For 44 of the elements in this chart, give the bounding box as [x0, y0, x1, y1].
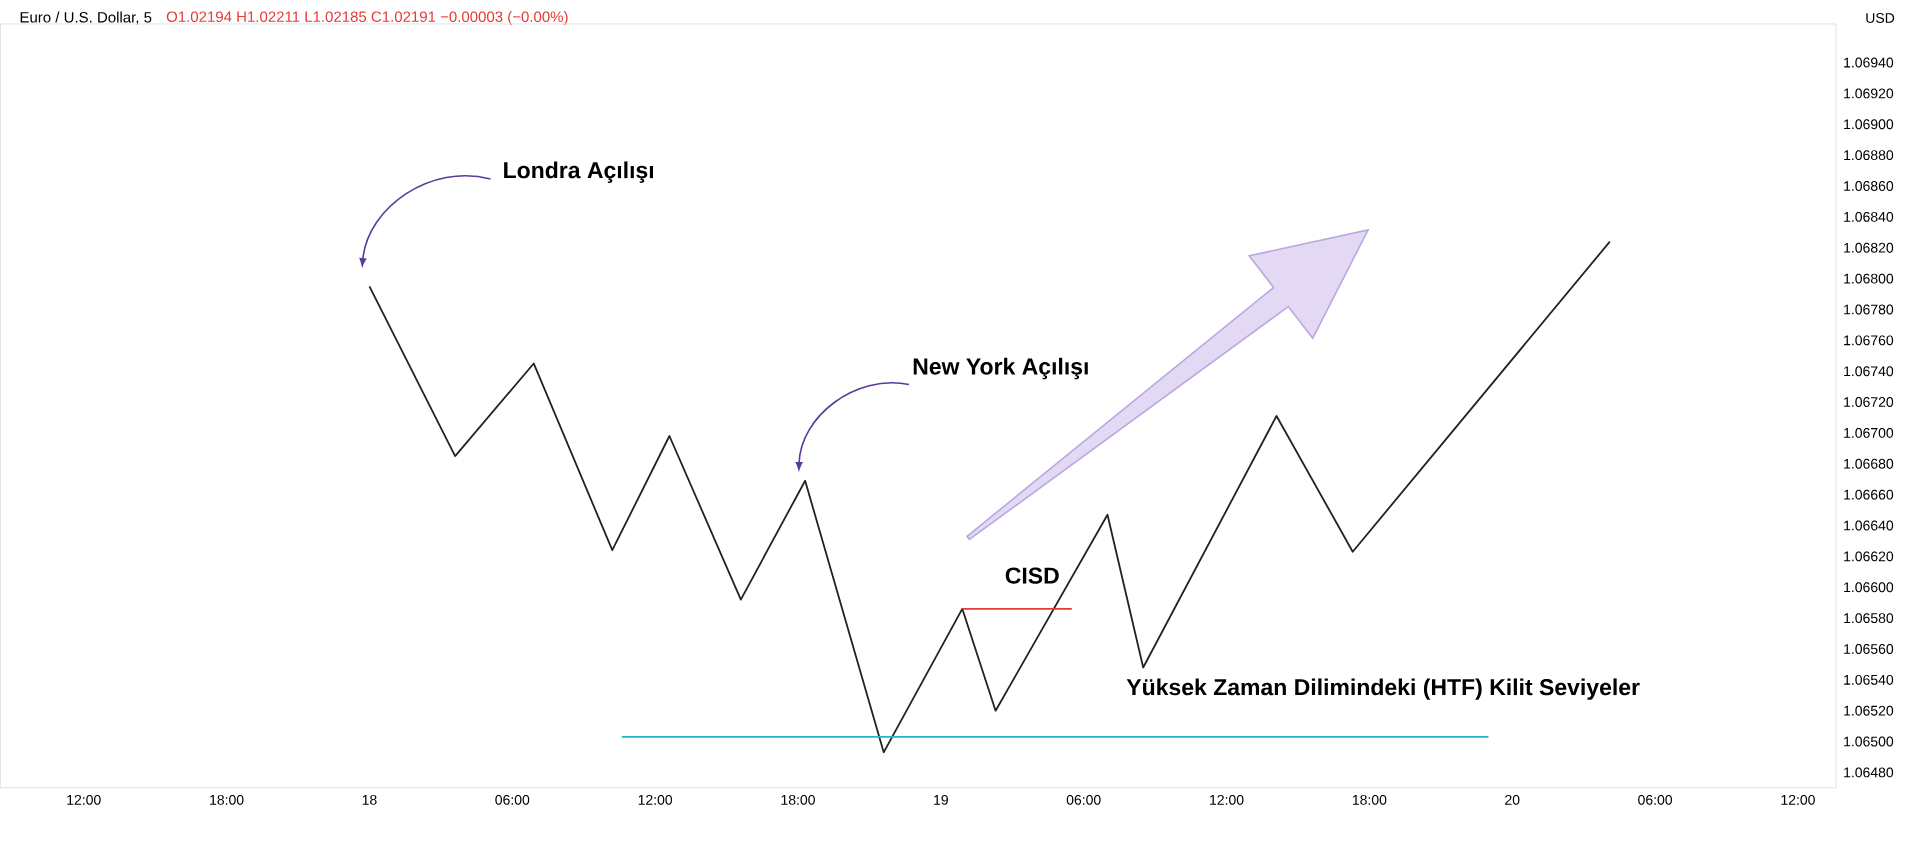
y-axis-title: USD	[1866, 13, 1895, 24]
y-tick-label: 1.06540	[1844, 674, 1894, 685]
annotation: Yüksek Zaman Dilimindeki (HTF) Kilit Seviyeler	[1126, 678, 1640, 700]
x-tick-label: 12:00	[638, 795, 673, 805]
y-tick-label: 1.06480	[1844, 767, 1894, 778]
x-tick-label: 19	[934, 795, 948, 805]
y-tick-label: 1.06820	[1844, 242, 1894, 253]
y-tick-label: 1.06780	[1844, 304, 1894, 315]
x-tick-label: 18:00	[1352, 795, 1387, 805]
y-tick-label: 1.06500	[1844, 736, 1894, 747]
y-tick-label: 1.06700	[1844, 428, 1894, 438]
y-tick-label: 1.06740	[1844, 366, 1894, 377]
x-tick-label: 12:00	[1781, 795, 1815, 805]
y-tick-label: 1.06600	[1844, 582, 1894, 593]
y-tick-label: 1.06760	[1844, 335, 1894, 346]
x-tick-label: 12:00	[1210, 795, 1244, 805]
chart-subtitle: O1.02194 H1.02211 L1.02185 C1.02191 −0.00003 (−0.00%)	[166, 11, 568, 26]
y-tick-label: 1.06560	[1844, 644, 1894, 654]
y-tick-label: 1.06520	[1844, 705, 1894, 716]
chart-title: Euro / U.S. Dollar, 5	[20, 11, 152, 25]
y-tick-label: 1.06880	[1844, 150, 1894, 161]
y-tick-label: 1.06580	[1844, 613, 1894, 624]
y-tick-label: 1.06620	[1844, 551, 1894, 562]
y-tick-label: 1.06720	[1844, 397, 1894, 408]
x-tick-label: 18:00	[781, 795, 815, 805]
x-tick-label: 06:00	[495, 795, 530, 805]
x-tick-label: 18	[362, 795, 377, 805]
y-tick-label: 1.06840	[1844, 212, 1894, 222]
x-tick-label: 12:00	[67, 795, 101, 805]
x-tick-label: 06:00	[1066, 795, 1101, 805]
annotation: CISD	[1005, 567, 1059, 584]
y-tick-label: 1.06680	[1844, 458, 1894, 469]
x-tick-label: 18:00	[210, 795, 244, 805]
y-tick-label: 1.06640	[1844, 520, 1894, 531]
annotation: New York Açılışı	[913, 357, 1088, 380]
y-tick-label: 1.06900	[1844, 119, 1894, 130]
y-tick-label: 1.06920	[1844, 88, 1894, 99]
x-tick-label: 06:00	[1638, 795, 1673, 805]
y-tick-label: 1.06800	[1844, 273, 1894, 284]
x-tick-label: 20	[1505, 795, 1520, 805]
y-tick-label: 1.06940	[1844, 57, 1894, 68]
y-tick-label: 1.06860	[1844, 181, 1894, 192]
y-tick-label: 1.06660	[1844, 489, 1894, 500]
annotation: Londra Açılışı	[504, 161, 654, 183]
